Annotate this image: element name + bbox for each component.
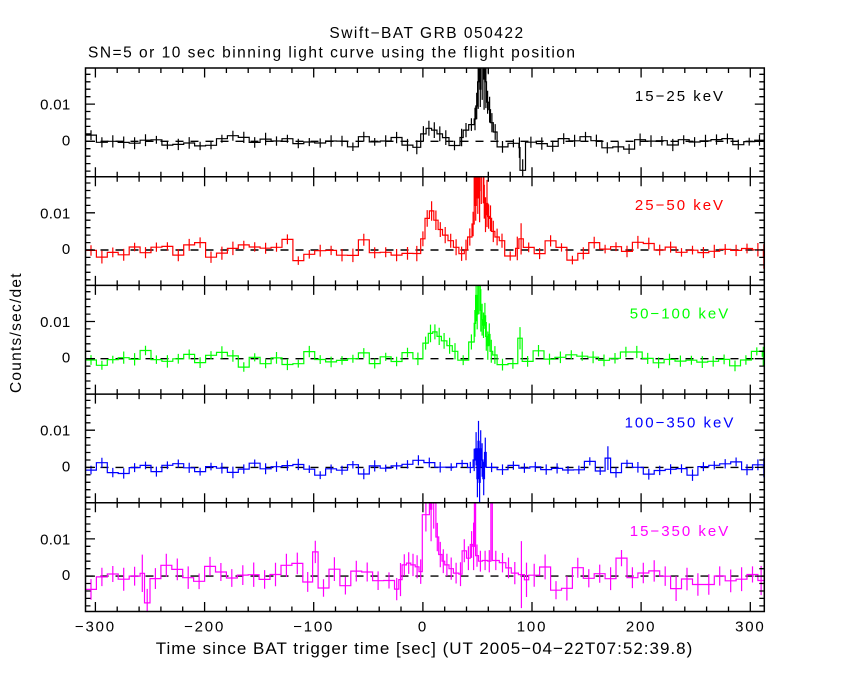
svg-text:0: 0 (62, 241, 71, 258)
svg-text:15−350 keV: 15−350 keV (630, 523, 731, 540)
svg-text:0.01: 0.01 (40, 314, 70, 331)
svg-text:0: 0 (62, 350, 71, 367)
svg-text:0: 0 (62, 458, 71, 475)
svg-text:100: 100 (517, 619, 547, 636)
svg-text:Swift−BAT GRB 050422: Swift−BAT GRB 050422 (329, 25, 524, 42)
svg-text:0.01: 0.01 (40, 97, 70, 114)
svg-text:15−25 keV: 15−25 keV (635, 88, 725, 105)
svg-text:0.01: 0.01 (40, 205, 70, 222)
svg-text:0: 0 (418, 619, 428, 636)
svg-text:50−100 keV: 50−100 keV (630, 306, 731, 323)
svg-text:0: 0 (62, 567, 71, 584)
svg-text:100−350 keV: 100−350 keV (625, 414, 736, 431)
svg-text:0.01: 0.01 (40, 423, 70, 440)
svg-text:SN=5 or 10 sec binning light c: SN=5 or 10 sec binning light curve using… (88, 45, 577, 62)
svg-text:Time since BAT trigger time [s: Time since BAT trigger time [sec] (UT 20… (156, 639, 694, 658)
svg-text:Counts/sec/det: Counts/sec/det (8, 272, 25, 393)
svg-text:0: 0 (62, 132, 71, 149)
svg-text:−100: −100 (293, 619, 334, 636)
svg-text:−200: −200 (184, 619, 225, 636)
svg-text:300: 300 (735, 619, 765, 636)
svg-text:0.01: 0.01 (40, 531, 70, 548)
svg-text:200: 200 (626, 619, 656, 636)
svg-text:−300: −300 (75, 619, 116, 636)
svg-text:25−50 keV: 25−50 keV (635, 197, 725, 214)
